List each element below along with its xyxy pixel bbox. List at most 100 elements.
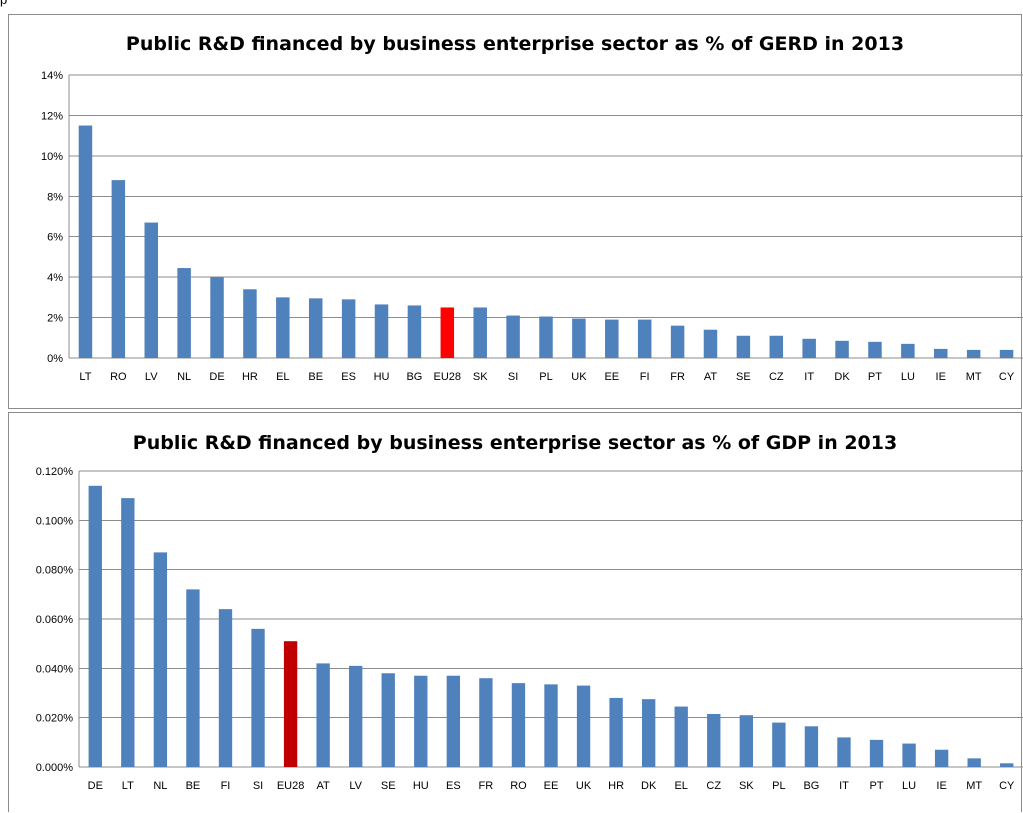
x-category-label: FR (479, 780, 494, 792)
y-axis-tick-labels: 0% 2% 4% 6% 8% 10% 12% 14% (41, 70, 63, 365)
x-category-label: AT (704, 371, 718, 383)
bar-hu (374, 304, 389, 358)
x-category-label: EU28 (277, 780, 305, 792)
bar-ee (544, 684, 558, 767)
x-category-label: LU (901, 371, 915, 383)
x-category-label: HR (242, 371, 258, 383)
y-tick-label: 8% (47, 191, 63, 203)
bar-cz (707, 713, 721, 767)
x-category-label: DE (209, 371, 224, 383)
bar-bg (407, 305, 422, 358)
bar-el (674, 706, 688, 767)
gdp-chart-panel: Public R&D financed by business enterpri… (8, 412, 1023, 812)
bar-lt (121, 498, 135, 767)
x-category-label: SE (381, 780, 396, 792)
bar-sk (473, 307, 487, 358)
x-category-label: HU (374, 371, 390, 383)
x-category-label: UK (576, 780, 592, 792)
x-category-label: EE (544, 780, 559, 792)
bar-cz (769, 335, 784, 358)
bars (78, 125, 1014, 359)
x-category-label: PT (868, 371, 882, 383)
x-category-label: LV (145, 371, 158, 383)
x-category-label: IE (936, 371, 946, 383)
x-category-label: BE (308, 371, 323, 383)
bar-pl (772, 722, 786, 767)
gerd-bar-chart: 0% 2% 4% 6% 8% 10% 12% 14% LT RO LV NL DE HR EL BE ES HU B… (41, 70, 1023, 383)
bar-el (276, 297, 290, 358)
y-tick-label: 10% (41, 151, 63, 163)
x-category-label: PL (539, 371, 552, 383)
y-tick-label: 4% (47, 272, 63, 284)
x-category-label: MT (966, 780, 982, 792)
bar-hu (414, 675, 428, 767)
bar-de (210, 277, 224, 358)
bar-it (802, 338, 816, 358)
bar-be (308, 298, 323, 358)
x-category-label: EE (604, 371, 619, 383)
x-category-label: BE (186, 780, 201, 792)
y-tick-label: 0.080% (36, 565, 74, 577)
x-category-label: DE (88, 780, 103, 792)
bar-fi (218, 609, 233, 767)
x-category-label: CZ (769, 371, 784, 383)
bar-fr (479, 678, 493, 767)
y-tick-label: 0.120% (36, 466, 74, 478)
bar-at (316, 663, 330, 767)
x-category-label: CY (999, 780, 1015, 792)
bar-mt (966, 349, 981, 358)
x-category-label: FR (670, 371, 685, 383)
x-category-label: LV (349, 780, 362, 792)
y-tick-label: 0.100% (36, 515, 74, 527)
y-tick-label: 6% (47, 232, 63, 244)
bars (88, 485, 1014, 767)
x-category-label: PL (772, 780, 785, 792)
bar-fr (670, 325, 685, 358)
bar-es (446, 675, 461, 767)
y-tick-label: 14% (41, 70, 63, 82)
bar-it (837, 737, 851, 767)
bar-ro (111, 180, 126, 358)
bar-nl (153, 552, 168, 767)
x-category-label: NL (177, 371, 191, 383)
x-category-label: UK (571, 371, 587, 383)
x-category-label: SE (736, 371, 751, 383)
y-tick-label: 0.060% (36, 614, 74, 626)
x-category-label: DK (641, 780, 657, 792)
bar-pl (539, 316, 553, 358)
cropped-text-strip: p (0, 0, 1023, 14)
bar-se (381, 673, 395, 767)
bar-lu (902, 743, 916, 767)
x-category-label: AT (317, 780, 331, 792)
bar-dk (835, 340, 849, 358)
bar-uk (576, 685, 591, 767)
x-category-label: EU28 (434, 371, 462, 383)
bar-si (506, 315, 520, 358)
bar-pt (868, 341, 882, 358)
bar-lv (349, 665, 363, 767)
y-axis-tick-labels: 0.000% 0.020% 0.040% 0.060% 0.080% 0.100% 0.12… (36, 466, 74, 774)
x-category-label: LU (902, 780, 916, 792)
x-category-label: ES (341, 371, 356, 383)
bar-pt (869, 739, 884, 767)
bar-fi (637, 319, 652, 358)
y-tick-label: 0% (47, 353, 63, 365)
x-category-label: IT (804, 371, 814, 383)
x-category-label: SI (508, 371, 518, 383)
bar-eu28 (283, 641, 298, 767)
bar-hr (609, 697, 623, 767)
bar-si (251, 628, 265, 767)
bar-hr (243, 289, 257, 358)
bar-lu (901, 343, 915, 358)
x-category-label: RO (110, 371, 127, 383)
x-axis-category-labels: DE LT NL BE FI SI EU28 AT LV SE HU ES FR RO EE UK HR DK EL… (88, 780, 1015, 792)
x-category-label: PT (869, 780, 883, 792)
bar-se (736, 335, 751, 358)
x-category-label: HU (413, 780, 429, 792)
y-tick-label: 0.020% (36, 713, 74, 725)
x-category-label: HR (608, 780, 624, 792)
bar-be (186, 589, 200, 767)
x-category-label: CY (999, 371, 1015, 383)
bar-lt (78, 125, 93, 359)
bar-lv (144, 222, 158, 358)
